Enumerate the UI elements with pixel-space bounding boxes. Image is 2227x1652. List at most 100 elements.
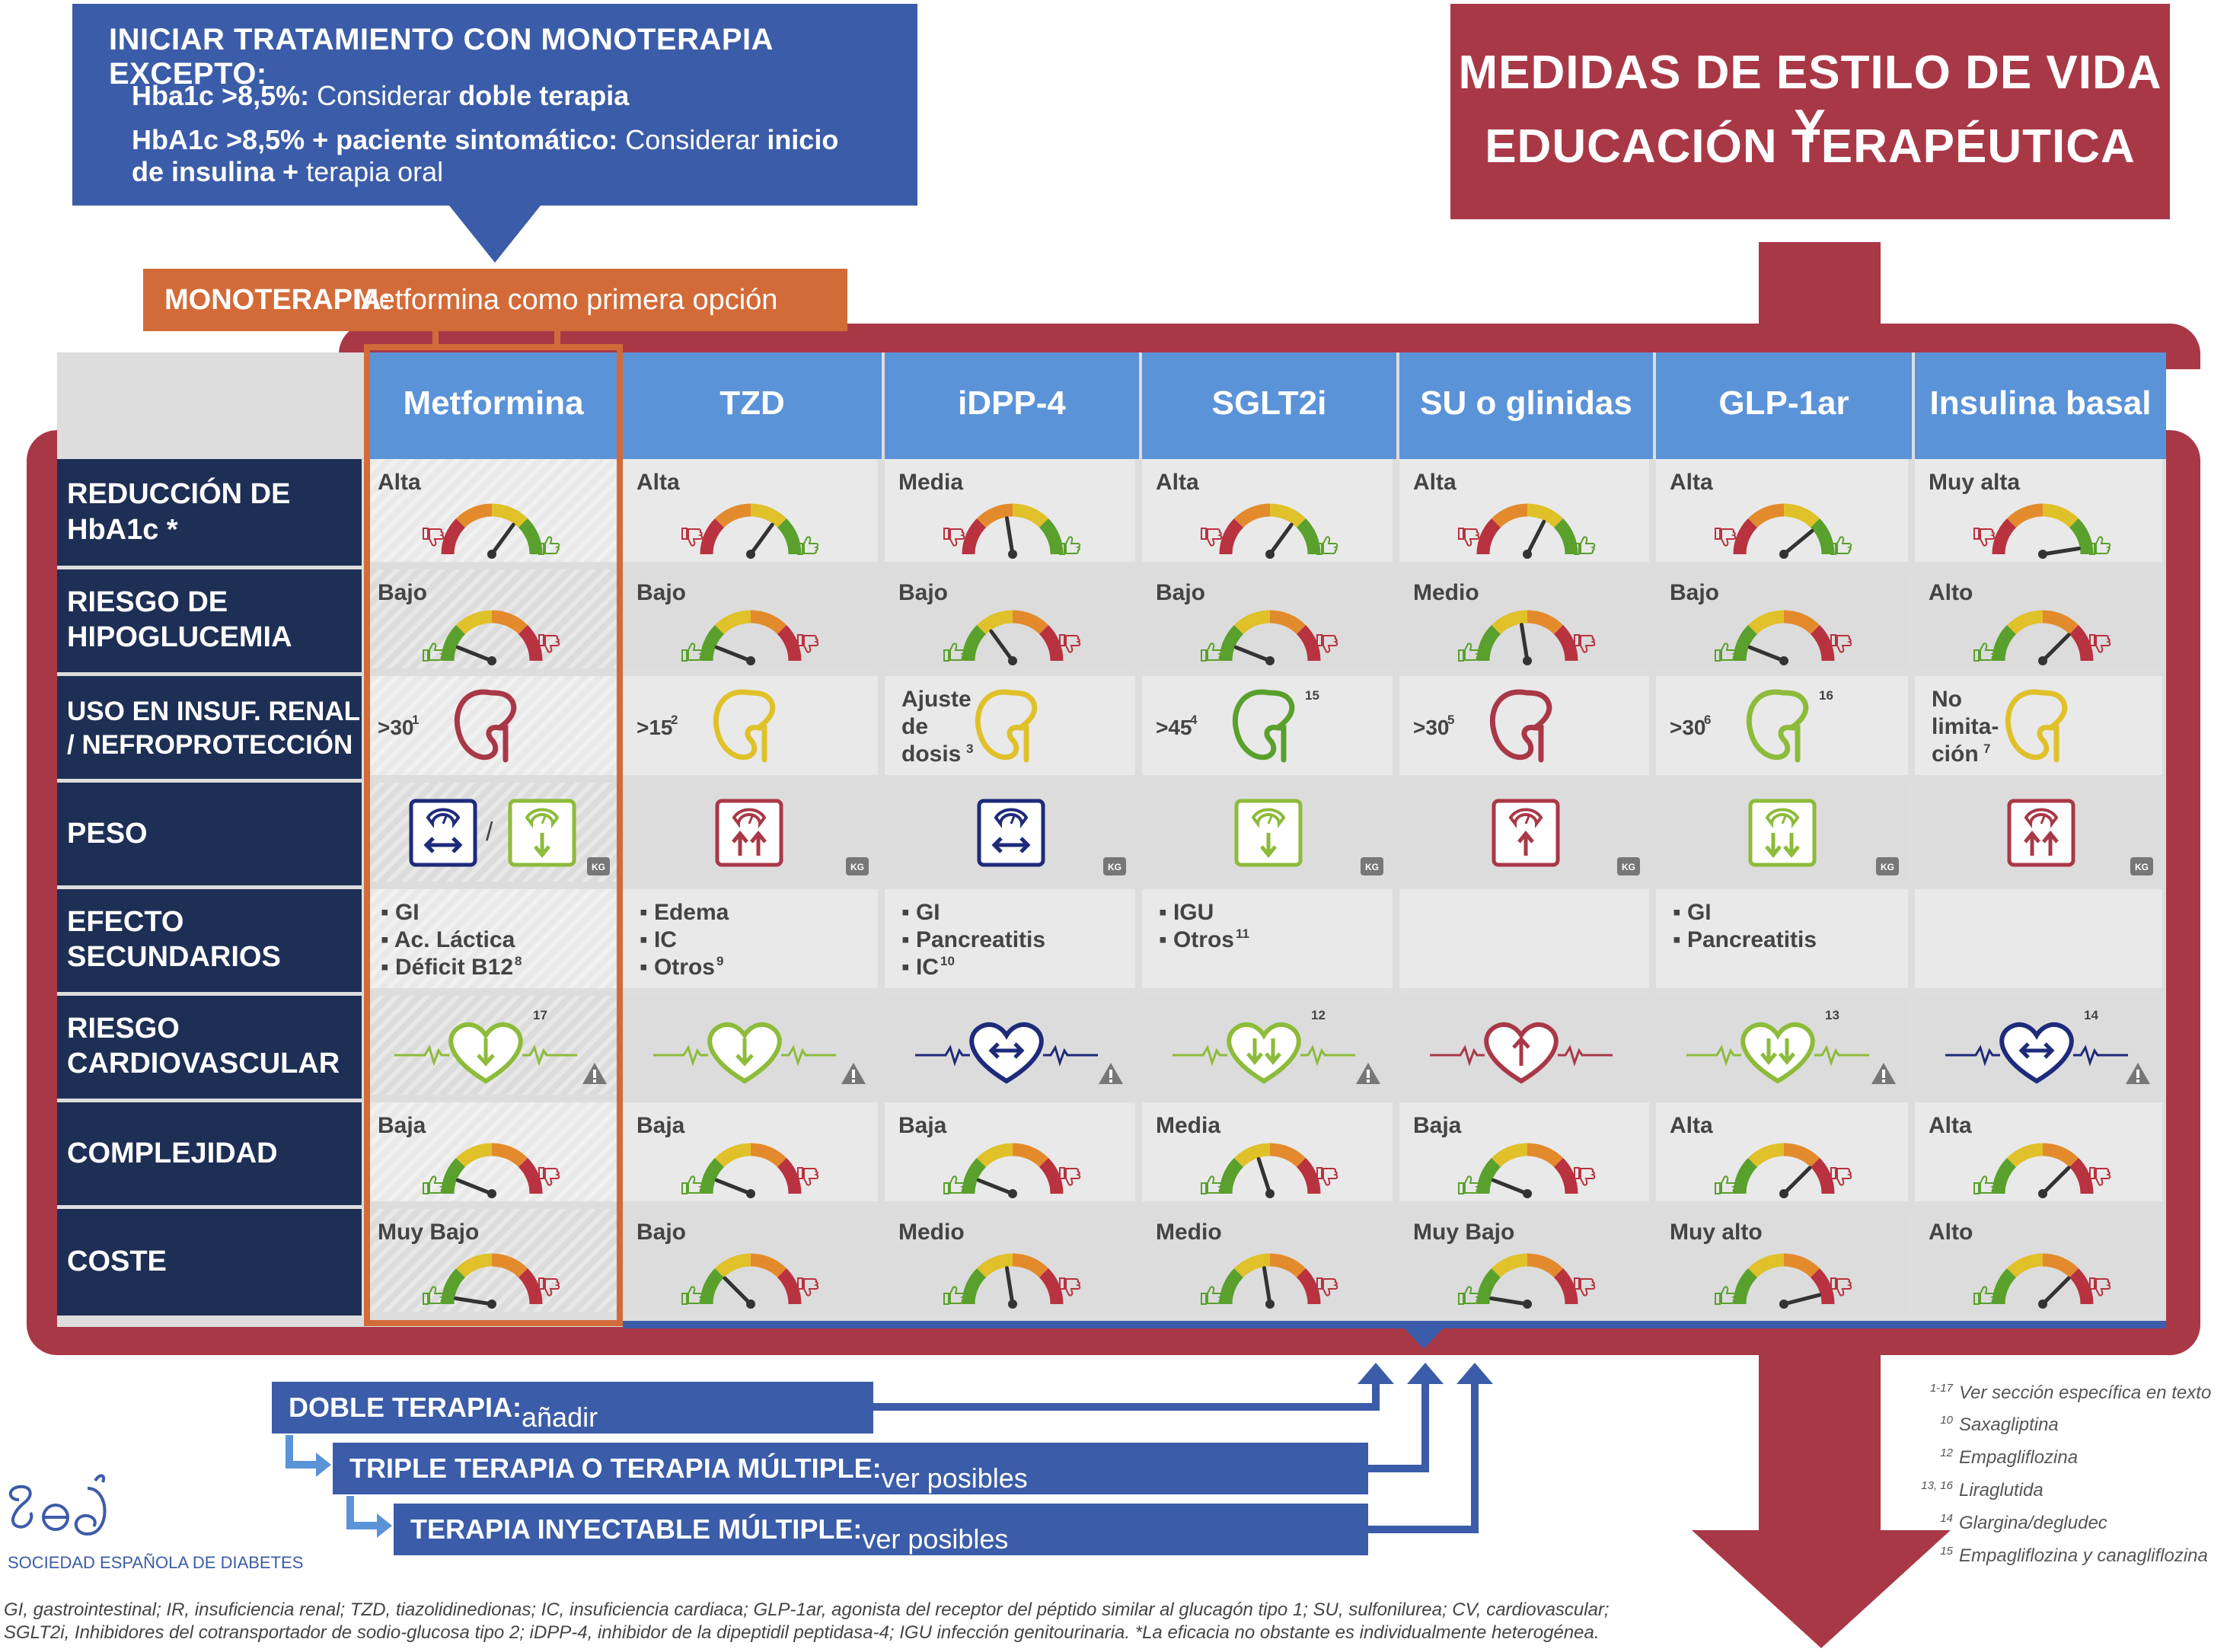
- cell-renal-4: >30 5: [1399, 676, 1649, 775]
- doble-connector-v: [1372, 1382, 1380, 1411]
- complejidad-gauge-icon: [1201, 1143, 1338, 1198]
- cell-peso-5: KG: [1656, 783, 1908, 882]
- row-head-hba1c: REDUCCIÓN DE HbA1c *: [57, 459, 362, 566]
- kidney-icon: [975, 689, 1038, 763]
- warning-icon: [841, 1063, 866, 1084]
- hipo-label: Bajo: [637, 580, 687, 605]
- cell-renal-3: >45 4 15: [1142, 676, 1393, 775]
- triple-terapia-box: TRIPLE TERAPIA O TERAPIA MÚLTIPLE: ver p…: [333, 1443, 1368, 1558]
- cell-hipo-5: Bajo: [1656, 569, 1908, 668]
- heart-ecg-icon: [1430, 1022, 1613, 1084]
- cell-coste-5: Muy alto: [1656, 1209, 1908, 1312]
- footnote-text: Glargina/degludec: [1959, 1513, 2107, 1533]
- cell-complejidad-4: Baja: [1399, 1102, 1649, 1201]
- cell-renal-1: >15 2: [623, 676, 878, 775]
- warning-icon: [2126, 1063, 2150, 1084]
- cell-efectos-6: [1915, 889, 2162, 988]
- cell-efectos-1: ▪ Edema ▪ IC ▪ Otros 9: [623, 889, 878, 988]
- hipo-label: Bajo: [378, 580, 428, 605]
- cell-complejidad-3: Media: [1142, 1102, 1393, 1201]
- cell-efectos-4: [1399, 889, 1649, 988]
- hipo-label: Bajo: [1156, 580, 1206, 605]
- cell-complejidad-1: Baja: [623, 1102, 878, 1201]
- cell-peso-6: KG: [1915, 783, 2162, 882]
- triple-connector-h: [1368, 1465, 1429, 1472]
- side-effect-item: ▪ GI: [901, 900, 940, 925]
- banner-connector-left: [432, 327, 439, 350]
- row-head-coste: COSTE: [57, 1209, 362, 1316]
- cell-hba1c-2: Media: [885, 459, 1135, 562]
- grid-bottom-line: [623, 1321, 2166, 1328]
- complejidad-label: Baja: [637, 1113, 685, 1138]
- cell-complejidad-2: Baja: [885, 1102, 1135, 1201]
- side-effect-item: ▪ IC: [640, 927, 677, 952]
- iny-connector-h: [1368, 1526, 1479, 1533]
- column-header-6: Insulina basal: [1915, 352, 2166, 473]
- cell-cv-0: 17: [364, 996, 619, 1095]
- heart-ecg-icon: [1686, 1022, 1869, 1084]
- renal-threshold-ref: 1: [412, 713, 420, 727]
- column-header-4: SU o glinidas: [1399, 352, 1653, 473]
- coste-gauge-icon: [423, 1253, 560, 1309]
- cell-hipo-1: Bajo: [623, 569, 878, 668]
- renal-threshold-ref: 5: [1447, 713, 1455, 727]
- scale-icon: [2007, 799, 2075, 867]
- hba1c-gauge-icon: [943, 503, 1081, 559]
- lifestyle-arrow-stem: [1759, 242, 1881, 330]
- triple-up-arrow: [1407, 1363, 1444, 1384]
- renal-note-line: ción: [1932, 741, 1979, 767]
- cell-coste-1: Bajo: [623, 1209, 878, 1312]
- kidney-icon: [454, 689, 517, 763]
- column-header-3: SGLT2i: [1142, 352, 1396, 473]
- complejidad-label: Media: [1156, 1113, 1221, 1138]
- coste-label: Muy Bajo: [378, 1220, 480, 1245]
- hba1c-label: Alta: [378, 470, 421, 495]
- coste-label: Alto: [1929, 1220, 1973, 1245]
- warning-icon: [1871, 1063, 1896, 1084]
- kg-weight-icon: KG: [846, 857, 869, 875]
- kg-weight-icon: KG: [1361, 857, 1383, 875]
- complejidad-gauge-icon: [681, 1143, 819, 1198]
- footnote-text: Ver sección específica en texto: [1959, 1383, 2212, 1403]
- complejidad-label: Baja: [898, 1113, 947, 1138]
- hipo-gauge-icon: [943, 610, 1081, 665]
- cell-hba1c-4: Alta: [1399, 459, 1649, 562]
- elbow-1-arrow: [316, 1453, 331, 1477]
- footnote-text: Empagliflozina y canagliflozina: [1959, 1545, 2208, 1566]
- cell-peso-1: KG: [623, 783, 878, 882]
- peso-separator: /: [486, 818, 493, 847]
- hba1c-gauge-icon: [1715, 503, 1852, 559]
- column-header-5: GLP-1ar: [1656, 352, 1912, 473]
- footnote-item: 10 Saxagliptina: [1940, 1414, 2058, 1436]
- hipo-label: Bajo: [898, 580, 949, 605]
- hba1c-gauge-icon: [423, 503, 560, 559]
- doble-connector-h: [873, 1403, 1380, 1411]
- start-down-arrow: [449, 206, 541, 263]
- cell-hba1c-5: Alta: [1656, 459, 1908, 562]
- kidney-icon: [713, 689, 776, 763]
- hba1c-label: Alta: [1670, 470, 1713, 495]
- cell-renal-6: No limita-ción 7: [1915, 676, 2162, 775]
- triple-connector-v: [1421, 1382, 1429, 1472]
- kg-weight-icon: KG: [1617, 857, 1640, 875]
- scale-icon: [1234, 799, 1303, 867]
- renal-threshold: >30: [1670, 716, 1706, 739]
- side-effect-ref: 10: [940, 954, 955, 968]
- terapia-inyectable-box: TERAPIA INYECTABLE MÚLTIPLE: ver posible…: [394, 1504, 1368, 1619]
- hba1c-label: Alta: [1156, 470, 1199, 495]
- lifestyle-line-2: EDUCACIÓN TERAPÉUTICA: [1485, 120, 2136, 173]
- warning-icon: [1099, 1063, 1123, 1084]
- hipo-gauge-icon: [681, 610, 819, 665]
- complejidad-label: Baja: [1413, 1113, 1462, 1138]
- lifestyle-arrow-lower-stem: [1759, 1351, 1881, 1534]
- coste-gauge-icon: [1201, 1253, 1338, 1309]
- start-treatment-box: INICIAR TRATAMIENTO CON MONOTERAPIA EXCE…: [72, 4, 917, 206]
- footnote-item: 1-17 Ver sección específica en texto: [1930, 1382, 2212, 1404]
- footnote-item: 14 Glargina/degludec: [1940, 1512, 2107, 1534]
- complejidad-gauge-icon: [1458, 1143, 1596, 1198]
- footnote-ref: 14: [1940, 1512, 1953, 1525]
- renal-note-line: de: [901, 714, 929, 739]
- side-effect-item: ▪ Otros 11: [1159, 926, 1249, 952]
- complejidad-gauge-icon: [1715, 1143, 1852, 1198]
- sed-logo-text: SOCIEDAD ESPAÑOLA DE DIABETES: [8, 1553, 304, 1572]
